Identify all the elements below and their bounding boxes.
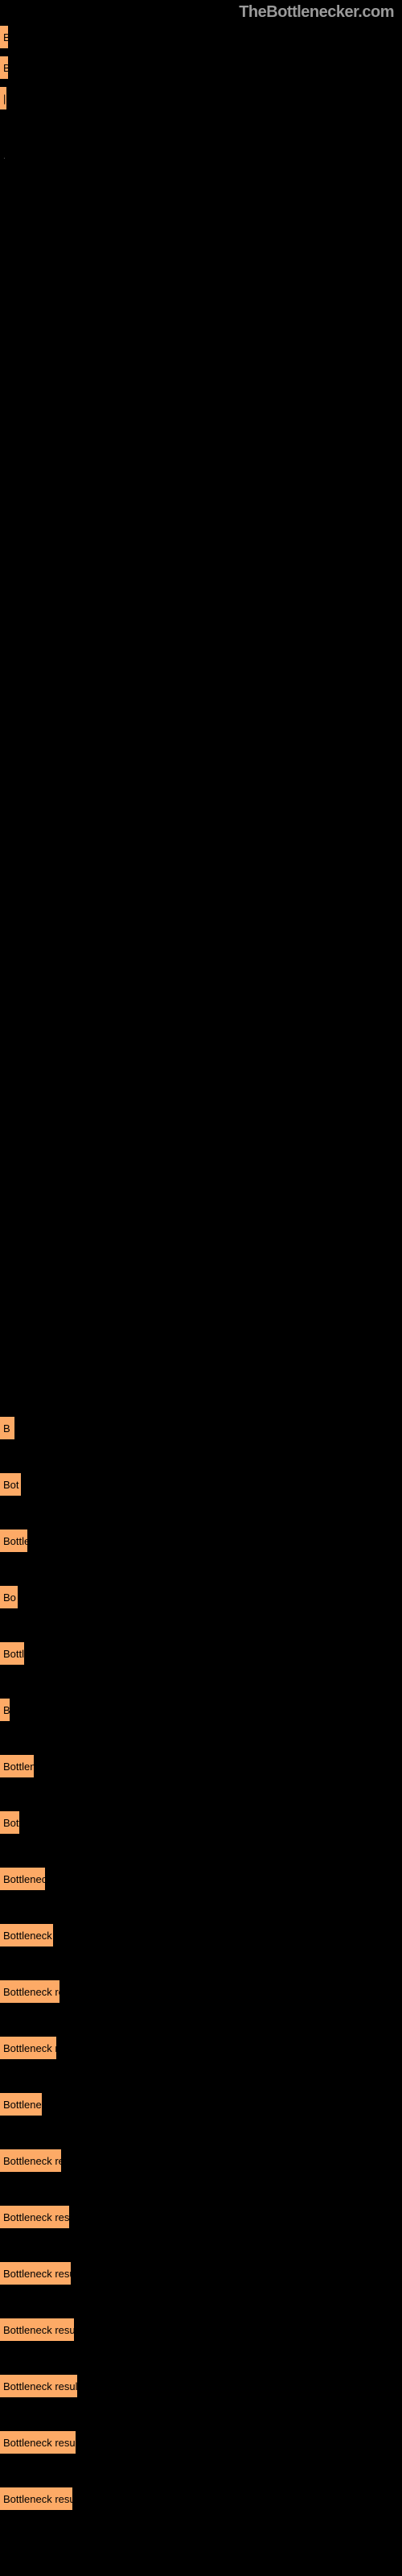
chart-bar-label: Bottleneck resu: [3, 2493, 72, 2505]
chart-bar: Bottleneck re: [0, 1924, 53, 1946]
chart-row: Bottleneck: [0, 2093, 402, 2125]
top-bars-group: B B |: [0, 26, 402, 118]
chart-bar-label: Bottleneck resu: [3, 2155, 61, 2167]
chart-row: Bottleneck result: [0, 2375, 402, 2407]
chart-bar: B: [0, 1699, 10, 1721]
chart-bar: Bottleneck resu: [0, 1980, 59, 2003]
chart-row: Bottleneck resu: [0, 2149, 402, 2182]
chart-row: Bottleneck result: [0, 2206, 402, 2238]
top-bar-1-label: B: [3, 62, 8, 74]
chart-bar: Bottleneck resu: [0, 2487, 72, 2510]
chart-bar: Bottleneck res: [0, 2037, 56, 2059]
chart-row: B: [0, 1417, 402, 1449]
chart-row: Bottleneck result: [0, 2431, 402, 2463]
chart-bar: Bottleneck result: [0, 2206, 69, 2228]
chart-bar: Bottleneck result: [0, 2318, 74, 2341]
chart-row: Bottl: [0, 1642, 402, 1674]
chart-row: Bottleneck res: [0, 2037, 402, 2069]
chart-bar: Bot: [0, 1473, 21, 1496]
chart-bar-label: Bottleneck r: [3, 1873, 45, 1885]
chart-bar-label: Bottleneck result: [3, 2324, 74, 2336]
chart-row: Bottleneck resu: [0, 2487, 402, 2520]
chart-bar-label: Bottl: [3, 1648, 24, 1660]
top-bar-0-label: B: [3, 31, 8, 43]
chart-bar: Bottlene: [0, 1755, 34, 1777]
top-bar-1: B: [0, 56, 8, 79]
chart-bar-label: Bottleneck resu: [3, 1986, 59, 1998]
chart-row: Bottleneck resu: [0, 1980, 402, 2013]
chart-bar: Bottleneck result: [0, 2431, 76, 2454]
chart-bar-label: Bottlene: [3, 1761, 34, 1773]
chart-row: Bottleneck result: [0, 2262, 402, 2294]
chart-bar-label: Bott: [3, 1817, 19, 1829]
chart-bar-label: Bottleneck result: [3, 2380, 77, 2392]
small-tick: ·: [3, 155, 6, 162]
chart-bar-label: Bottleneck res: [3, 2042, 56, 2054]
chart-bar: Bo: [0, 1586, 18, 1608]
brand-text: TheBottlenecker.com: [239, 3, 394, 22]
chart-row: Bot: [0, 1473, 402, 1505]
chart-row: Bo: [0, 1586, 402, 1618]
chart-row: Bottleneck r: [0, 1868, 402, 1900]
chart-row: Bottleneck result: [0, 2318, 402, 2351]
chart-bar-label: Bottleneck: [3, 2099, 42, 2111]
chart-bar: B: [0, 1417, 14, 1439]
chart-row: Bott: [0, 1811, 402, 1843]
chart-bar-label: Bo: [3, 1591, 16, 1604]
chart-row: Bottleneck re: [0, 1924, 402, 1956]
chart-bar-label: Bottleneck result: [3, 2437, 76, 2449]
top-bar-0: B: [0, 26, 8, 48]
chart-bar-label: Bottleneck result: [3, 2268, 71, 2280]
chart-bar-label: Bot: [3, 1479, 19, 1491]
chart-bar: Bottleneck r: [0, 1868, 45, 1890]
chart-bar-label: Bottleneck re: [3, 1930, 53, 1942]
chart-bar-label: B: [3, 1422, 10, 1435]
chart-bar: Bottleneck: [0, 2093, 42, 2116]
chart-bar-label: B: [3, 1704, 10, 1716]
chart-bar-label: Bottlen: [3, 1535, 27, 1547]
chart-bar: Bottleneck resu: [0, 2149, 61, 2172]
chart-bar-label: Bottleneck result: [3, 2211, 69, 2223]
chart-bar: Bottleneck result: [0, 2262, 71, 2285]
chart-section: B Bot Bottlen Bo Bottl B Bottlene Bott Bottlenec…: [0, 1417, 402, 2544]
chart-row: B: [0, 1699, 402, 1731]
chart-row: Bottlene: [0, 1755, 402, 1787]
top-bar-2: |: [0, 87, 6, 109]
chart-bar: Bottleneck result: [0, 2375, 77, 2397]
chart-row: Bottlen: [0, 1530, 402, 1562]
chart-bar: Bottl: [0, 1642, 24, 1665]
top-bar-2-label: |: [3, 93, 6, 105]
chart-bar: Bott: [0, 1811, 19, 1834]
chart-bar: Bottlen: [0, 1530, 27, 1552]
